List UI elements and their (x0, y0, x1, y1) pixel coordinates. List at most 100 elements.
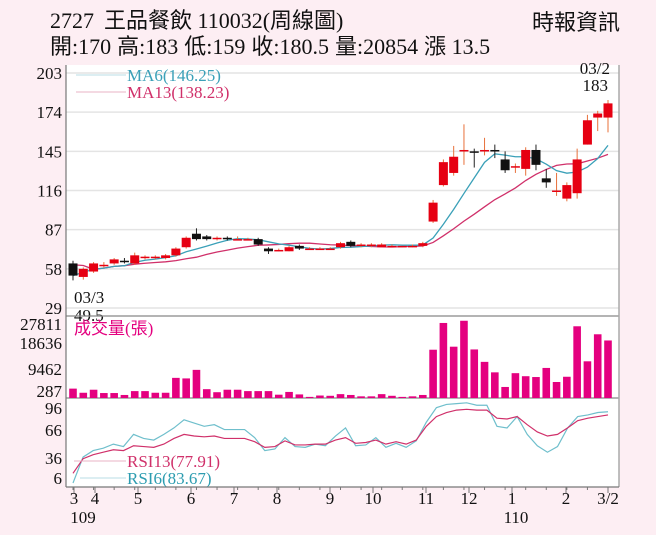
high-annotation-value: 183 (583, 76, 609, 95)
volume-value: 量:20854 (335, 34, 419, 59)
volume-bar (141, 391, 149, 398)
plot-area (66, 65, 619, 487)
price-ytick: 116 (37, 182, 62, 201)
volume-bar (388, 395, 396, 398)
volume-bar (110, 393, 118, 398)
ma6-legend: MA6(146.25) (127, 66, 221, 85)
volume-bar (264, 391, 273, 398)
candle-up (521, 149, 531, 169)
candle-up (377, 244, 387, 248)
volume-bar (89, 389, 98, 398)
candle-down (541, 178, 551, 183)
candle-down (202, 236, 212, 240)
volume-bar (336, 394, 345, 398)
x-month-label: 6 (187, 489, 196, 508)
price-ytick: 145 (37, 142, 63, 161)
candle-up (582, 120, 592, 145)
chart-title: 2727 王品餐飲 110032(周線圖) (50, 9, 343, 33)
candle-up (397, 245, 407, 248)
volume-bar (316, 395, 324, 398)
volume-bar (100, 393, 108, 398)
candle-up (89, 263, 99, 272)
candle-up (387, 245, 397, 248)
x-month-label: 4 (91, 489, 100, 508)
volume-bar (449, 346, 458, 398)
volume-bar (429, 349, 437, 398)
volume-bar (501, 386, 509, 398)
volume-ytick: 27811 (20, 315, 62, 334)
candle-up (315, 248, 325, 251)
candle-down (263, 248, 273, 252)
price-ytick: 58 (45, 260, 62, 279)
candle-up (510, 166, 520, 168)
low-value: 低:159 (184, 34, 246, 59)
volume-bar (542, 367, 551, 398)
volume-bar (326, 395, 335, 398)
rsi-ytick: 6 (54, 469, 63, 488)
rsi13-line (72, 408, 609, 474)
change-value: 漲 13.5 (424, 34, 491, 59)
x-month-label: 8 (273, 489, 282, 508)
candle-up (99, 264, 109, 267)
volume-bar (460, 320, 468, 398)
volume-bar (563, 376, 571, 398)
candle-up (428, 202, 438, 222)
volume-bar (511, 373, 520, 398)
candle-up (572, 159, 582, 194)
low-annotation-date: 03/3 (74, 288, 104, 307)
volume-bar (120, 394, 129, 398)
candle-down (222, 237, 232, 240)
candle-up (274, 249, 284, 252)
candle-up (181, 237, 191, 248)
volume-bar (439, 322, 448, 398)
candle-up (150, 256, 160, 259)
volume-bar (192, 369, 201, 398)
candle-up (212, 237, 222, 240)
candle-up (161, 255, 171, 259)
stock-code: 2727 (50, 8, 94, 33)
candle-up (171, 248, 181, 256)
x-month-label: 9 (326, 489, 335, 508)
candle-down (294, 245, 304, 249)
volume-bar (254, 391, 262, 398)
volume-bar (172, 377, 180, 398)
candle-up (336, 243, 345, 248)
rsi-ytick: 96 (45, 399, 62, 418)
candle-up (356, 244, 366, 247)
candle-up (130, 255, 140, 264)
x-month-label: 12 (461, 489, 478, 508)
candle-up (366, 244, 376, 247)
candle-down (346, 241, 356, 246)
rsi13-legend: RSI13(77.91) (127, 452, 220, 471)
candle-up (243, 239, 253, 241)
x-month-label: 3/2 (597, 489, 619, 508)
source-label: 時報資訊 (531, 10, 620, 35)
candle-up (552, 190, 562, 192)
volume-bar (79, 392, 88, 398)
rsi6-line (72, 402, 609, 484)
price-ytick: 203 (37, 64, 63, 83)
close-value: 收:180.5 (251, 34, 329, 59)
candle-up (140, 256, 150, 259)
price-ytick: 29 (45, 299, 62, 318)
x-month-label: 1 (508, 489, 517, 508)
candle-up (603, 103, 613, 118)
volume-ytick: 287 (37, 382, 63, 401)
stock-name: 王品餐飲 (104, 8, 193, 33)
volume-bar (367, 396, 376, 398)
volume-bar (161, 392, 170, 398)
candle-down (253, 239, 263, 245)
x-year-label: 109 (70, 508, 96, 527)
high-value: 高:183 (117, 34, 179, 59)
volume-bar (604, 340, 612, 398)
candle-up (233, 239, 243, 241)
rsi6-legend: RSI6(83.67) (127, 469, 212, 488)
candle-down (490, 149, 500, 152)
candle-up (449, 156, 459, 173)
volume-bar (285, 391, 293, 398)
volume-bar (398, 396, 407, 398)
volume-bar (223, 389, 232, 398)
x-year-label: 110 (504, 508, 529, 527)
volume-bar (357, 396, 365, 398)
volume-bar (151, 392, 160, 398)
